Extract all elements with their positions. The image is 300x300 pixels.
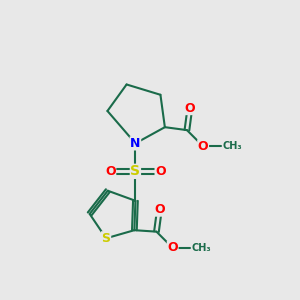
Text: O: O (154, 203, 165, 216)
Text: S: S (102, 232, 111, 245)
Text: O: O (198, 140, 208, 153)
Text: N: N (130, 137, 141, 150)
Text: O: O (155, 165, 166, 178)
Text: CH₃: CH₃ (222, 141, 242, 151)
Text: O: O (184, 101, 195, 115)
Text: O: O (105, 165, 116, 178)
Text: S: S (130, 164, 140, 178)
Text: O: O (167, 242, 178, 254)
Text: CH₃: CH₃ (192, 243, 212, 253)
